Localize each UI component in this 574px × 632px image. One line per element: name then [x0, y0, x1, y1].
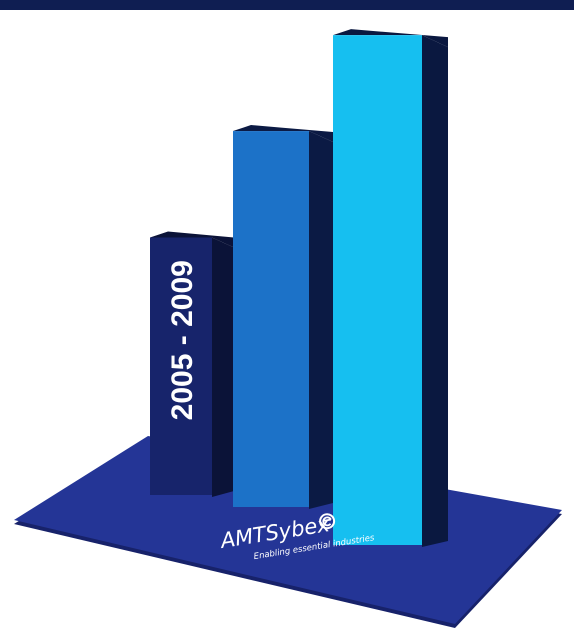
- bar-3-front: [333, 35, 422, 546]
- bar-1: [150, 231, 234, 497]
- bar-2-front: [233, 131, 309, 508]
- bar-1-front: [150, 237, 212, 495]
- bar-3-top: [333, 29, 448, 48]
- bars-group: [150, 29, 448, 548]
- bar-1-top: [150, 231, 234, 248]
- swirl-e-icon: [319, 513, 336, 530]
- bar-1-side: [212, 237, 234, 497]
- bar-2-top: [233, 125, 333, 143]
- bar-2: [233, 125, 333, 510]
- bar-2-side: [309, 131, 333, 510]
- bar-3: [333, 29, 448, 548]
- top-band: [0, 0, 574, 10]
- bar-annotation-label: 2005 - 2009: [166, 260, 199, 420]
- bar-3-side: [422, 35, 448, 548]
